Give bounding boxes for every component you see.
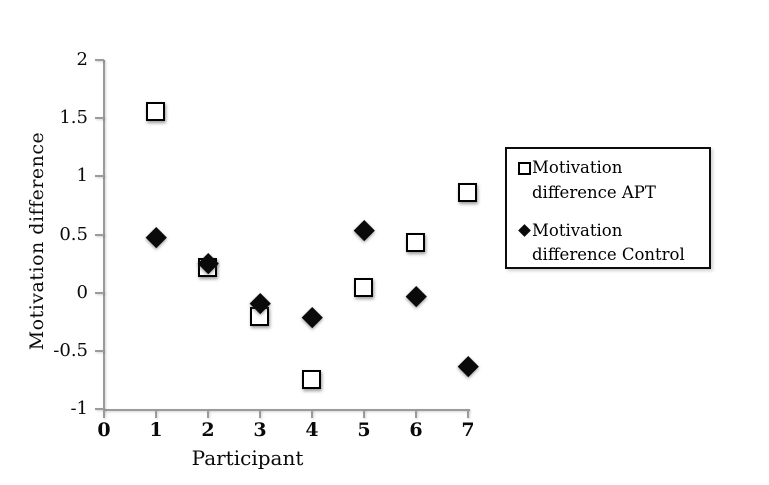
marker-control-p6 <box>405 286 427 307</box>
x-tick <box>259 410 261 419</box>
x-tick <box>207 410 209 419</box>
y-tick-label: -0.5 <box>53 340 88 361</box>
y-tick-label: 1.5 <box>59 107 88 129</box>
y-tick <box>95 175 104 178</box>
y-tick-label: 1 <box>76 165 88 187</box>
x-tick-label: 2 <box>201 419 215 442</box>
x-tick <box>103 410 105 419</box>
x-tick <box>467 410 469 419</box>
marker-control-p4 <box>301 306 323 328</box>
marker-apt-p5 <box>354 278 373 298</box>
x-tick-label: 3 <box>253 419 267 442</box>
y-tick-label: 0.5 <box>59 223 88 245</box>
y-tick <box>95 117 104 120</box>
x-tick-label: 7 <box>461 419 475 442</box>
legend-label-apt: Motivation difference APT <box>532 158 656 202</box>
y-tick-label: 0 <box>76 281 88 303</box>
x-tick-label: 1 <box>149 419 163 442</box>
legend: Motivation difference APT Motivation dif… <box>505 147 711 269</box>
x-tick-label: 5 <box>357 419 371 442</box>
y-tick <box>95 350 104 352</box>
y-tick <box>95 233 104 236</box>
x-tick <box>155 410 157 419</box>
y-tick-label: 2 <box>76 49 88 70</box>
x-axis-line <box>102 409 470 412</box>
x-tick-label: 6 <box>409 419 423 442</box>
y-tick-label: -1 <box>70 398 88 420</box>
x-tick <box>363 410 365 419</box>
x-tick <box>311 410 313 419</box>
legend-item-control: Motivation difference Control <box>518 219 701 269</box>
marker-apt-p1 <box>146 102 165 122</box>
marker-apt-p4 <box>302 370 321 390</box>
marker-apt-p6 <box>406 232 425 252</box>
marker-control-p7 <box>457 355 479 377</box>
marker-control-p5 <box>353 219 375 241</box>
marker-control-p1 <box>145 226 167 248</box>
y-tick <box>95 291 104 294</box>
x-tick <box>415 410 417 419</box>
x-axis-title: Participant <box>191 446 304 470</box>
x-tick-label: 0 <box>97 419 111 442</box>
legend-item-apt: Motivation difference APT <box>518 156 701 206</box>
filled-diamond-marker-icon <box>518 223 531 237</box>
x-tick-label: 4 <box>305 419 319 442</box>
y-tick <box>95 408 104 411</box>
y-tick <box>95 59 104 61</box>
legend-label-control: Motivation difference Control <box>532 220 685 265</box>
open-square-marker-icon <box>518 162 531 175</box>
marker-apt-p7 <box>458 182 477 202</box>
